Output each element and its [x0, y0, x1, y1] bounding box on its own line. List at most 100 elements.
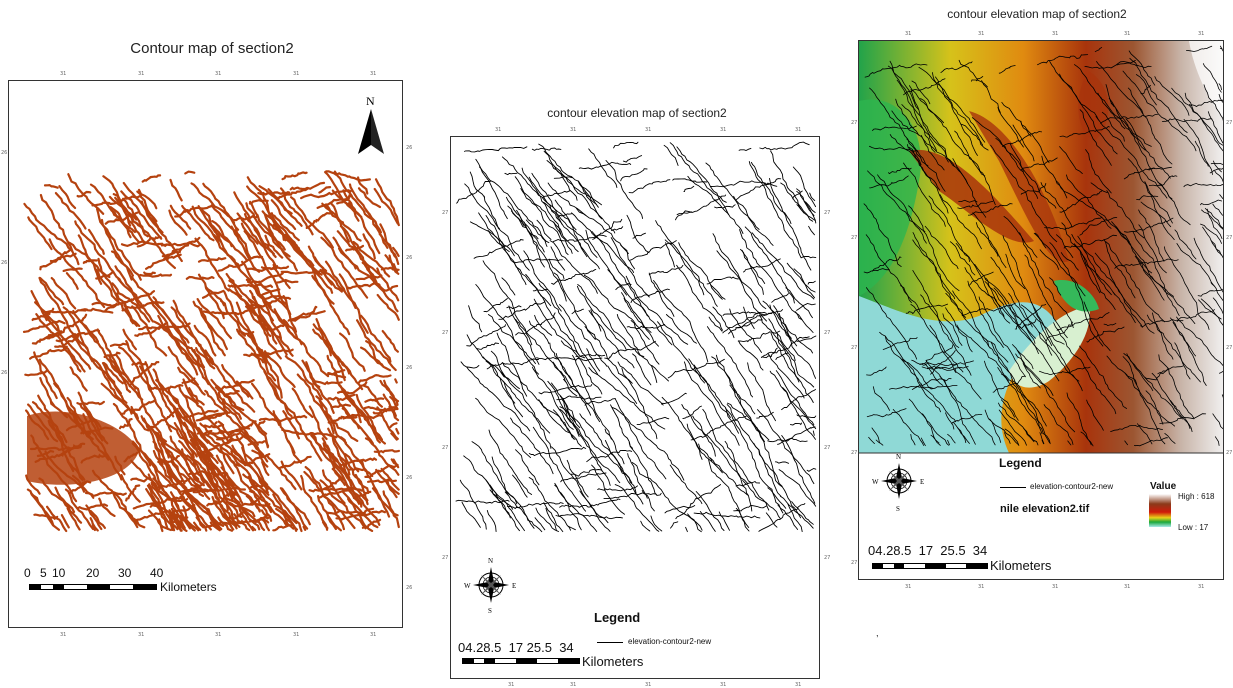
contour-line [396, 429, 398, 434]
map2-top-tick: 31 [570, 127, 576, 133]
contour-line [665, 240, 717, 307]
contour-line [273, 525, 292, 530]
contour-line [365, 398, 383, 401]
contour-line [739, 341, 764, 370]
contour-line [683, 406, 702, 419]
contour-line [779, 313, 791, 338]
contour-line [516, 320, 580, 394]
contour-line [782, 436, 815, 504]
map2-bottom-tick: 31 [570, 682, 576, 688]
contour-line [390, 423, 396, 427]
contour-line [501, 372, 551, 448]
contour-line [744, 259, 781, 272]
contour-line [810, 193, 815, 201]
contour-line [629, 443, 657, 496]
map1-right-tick: 26 [406, 255, 412, 261]
contour-line [736, 508, 749, 531]
contour-line [467, 335, 522, 417]
contour-line [229, 285, 272, 287]
contour-line [548, 183, 586, 216]
map2-contour-lines [456, 142, 816, 532]
contour-line [240, 428, 268, 462]
map3-right-tick: 27 [1226, 450, 1232, 456]
contour-line [555, 166, 578, 200]
map1-left-tick: 26 [1, 260, 7, 266]
contour-line [162, 242, 199, 246]
stray-mark: , [876, 628, 879, 638]
scale-label: 30 [118, 566, 131, 580]
contour-line [738, 331, 780, 342]
map3-bottom-tick: 31 [1198, 584, 1204, 590]
contour-line [359, 375, 390, 382]
map1-right-tick: 26 [406, 475, 412, 481]
map3-scale-bar [872, 563, 988, 569]
contour-line [293, 389, 313, 417]
contour-line [748, 363, 776, 421]
contour-line [775, 462, 788, 464]
contour-line [461, 362, 530, 431]
map2-scale-labels: 04.28.5 17 25.5 34 [458, 640, 574, 655]
contour-line [364, 386, 382, 407]
map1-right-tick: 26 [406, 145, 412, 151]
contour-line [561, 341, 584, 358]
contour-line [326, 171, 370, 180]
map1-top-tick: 31 [60, 71, 66, 77]
contour-line [517, 210, 567, 301]
map3-right-tick: 27 [1226, 345, 1232, 351]
contour-line [580, 414, 643, 504]
map3-legend-item: elevation-contour2-new [1030, 482, 1113, 491]
contour-line [627, 215, 649, 253]
compass-e: E [512, 582, 516, 590]
map1-top-tick: 31 [293, 71, 299, 77]
north-arrow-icon [358, 109, 384, 154]
contour-line [526, 274, 579, 355]
contour-line [508, 206, 524, 225]
contour-line [462, 502, 480, 527]
contour-line [555, 485, 582, 530]
map1-left-tick: 26 [1, 370, 7, 376]
contour-line [734, 196, 774, 245]
map3-scale-labels: 04.28.5 17 25.5 34 [868, 543, 987, 558]
contour-line [260, 416, 306, 421]
contour-line [693, 416, 716, 456]
map3-top-tick: 31 [1198, 31, 1204, 37]
contour-line [476, 285, 539, 375]
contour-line [670, 465, 702, 504]
contour-line [357, 276, 382, 279]
contour-line [778, 427, 816, 444]
contour-line [637, 417, 669, 424]
contour-line [503, 381, 550, 433]
map1-top-tick: 31 [138, 71, 144, 77]
contour-line [651, 516, 662, 531]
contour-line [809, 226, 815, 235]
map3-left-tick: 27 [851, 560, 857, 566]
contour-line [759, 504, 805, 532]
map2-left-tick: 27 [442, 210, 448, 216]
map3-left-tick: 27 [851, 450, 857, 456]
map3-left-tick: 27 [851, 235, 857, 241]
map3-bottom-tick: 31 [1052, 584, 1058, 590]
contour-line [216, 422, 217, 423]
contour-line [469, 306, 482, 332]
contour-line [331, 203, 349, 242]
contour-line [465, 147, 527, 152]
scale-label: 40 [150, 566, 163, 580]
map3-bottom-tick: 31 [905, 584, 911, 590]
contour-line [608, 366, 637, 404]
contour-line [489, 430, 532, 495]
contour-line [532, 173, 562, 224]
map3-left-tick: 27 [851, 345, 857, 351]
contour-line [649, 273, 674, 316]
contour-line [622, 368, 657, 439]
contour-line [307, 212, 332, 228]
map2-legend-line [597, 642, 623, 643]
map3-legend-title: Legend [999, 456, 1042, 470]
contour-line [584, 275, 649, 339]
contour-line [779, 470, 816, 507]
map3-top-tick: 31 [1052, 31, 1058, 37]
contour-line [654, 281, 708, 362]
contour-line [684, 186, 694, 191]
contour-line [739, 148, 751, 150]
contour-line [111, 344, 127, 346]
contour-line [476, 398, 531, 457]
